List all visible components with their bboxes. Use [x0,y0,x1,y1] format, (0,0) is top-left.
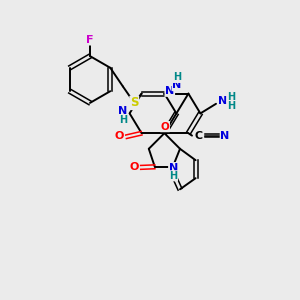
Text: H: H [169,171,178,181]
Text: N: N [172,80,182,91]
Text: O: O [130,162,139,172]
Text: N: N [169,163,178,173]
Text: H: H [227,92,235,102]
Text: C: C [194,130,203,141]
Text: O: O [115,131,124,141]
Text: S: S [130,96,139,110]
Text: H: H [227,101,235,111]
Text: H: H [119,115,127,125]
Text: F: F [86,34,94,45]
Text: O: O [160,122,169,132]
Text: N: N [165,86,174,96]
Text: N: N [220,130,230,141]
Text: N: N [218,96,227,106]
Text: N: N [118,106,127,116]
Text: H: H [173,72,181,82]
